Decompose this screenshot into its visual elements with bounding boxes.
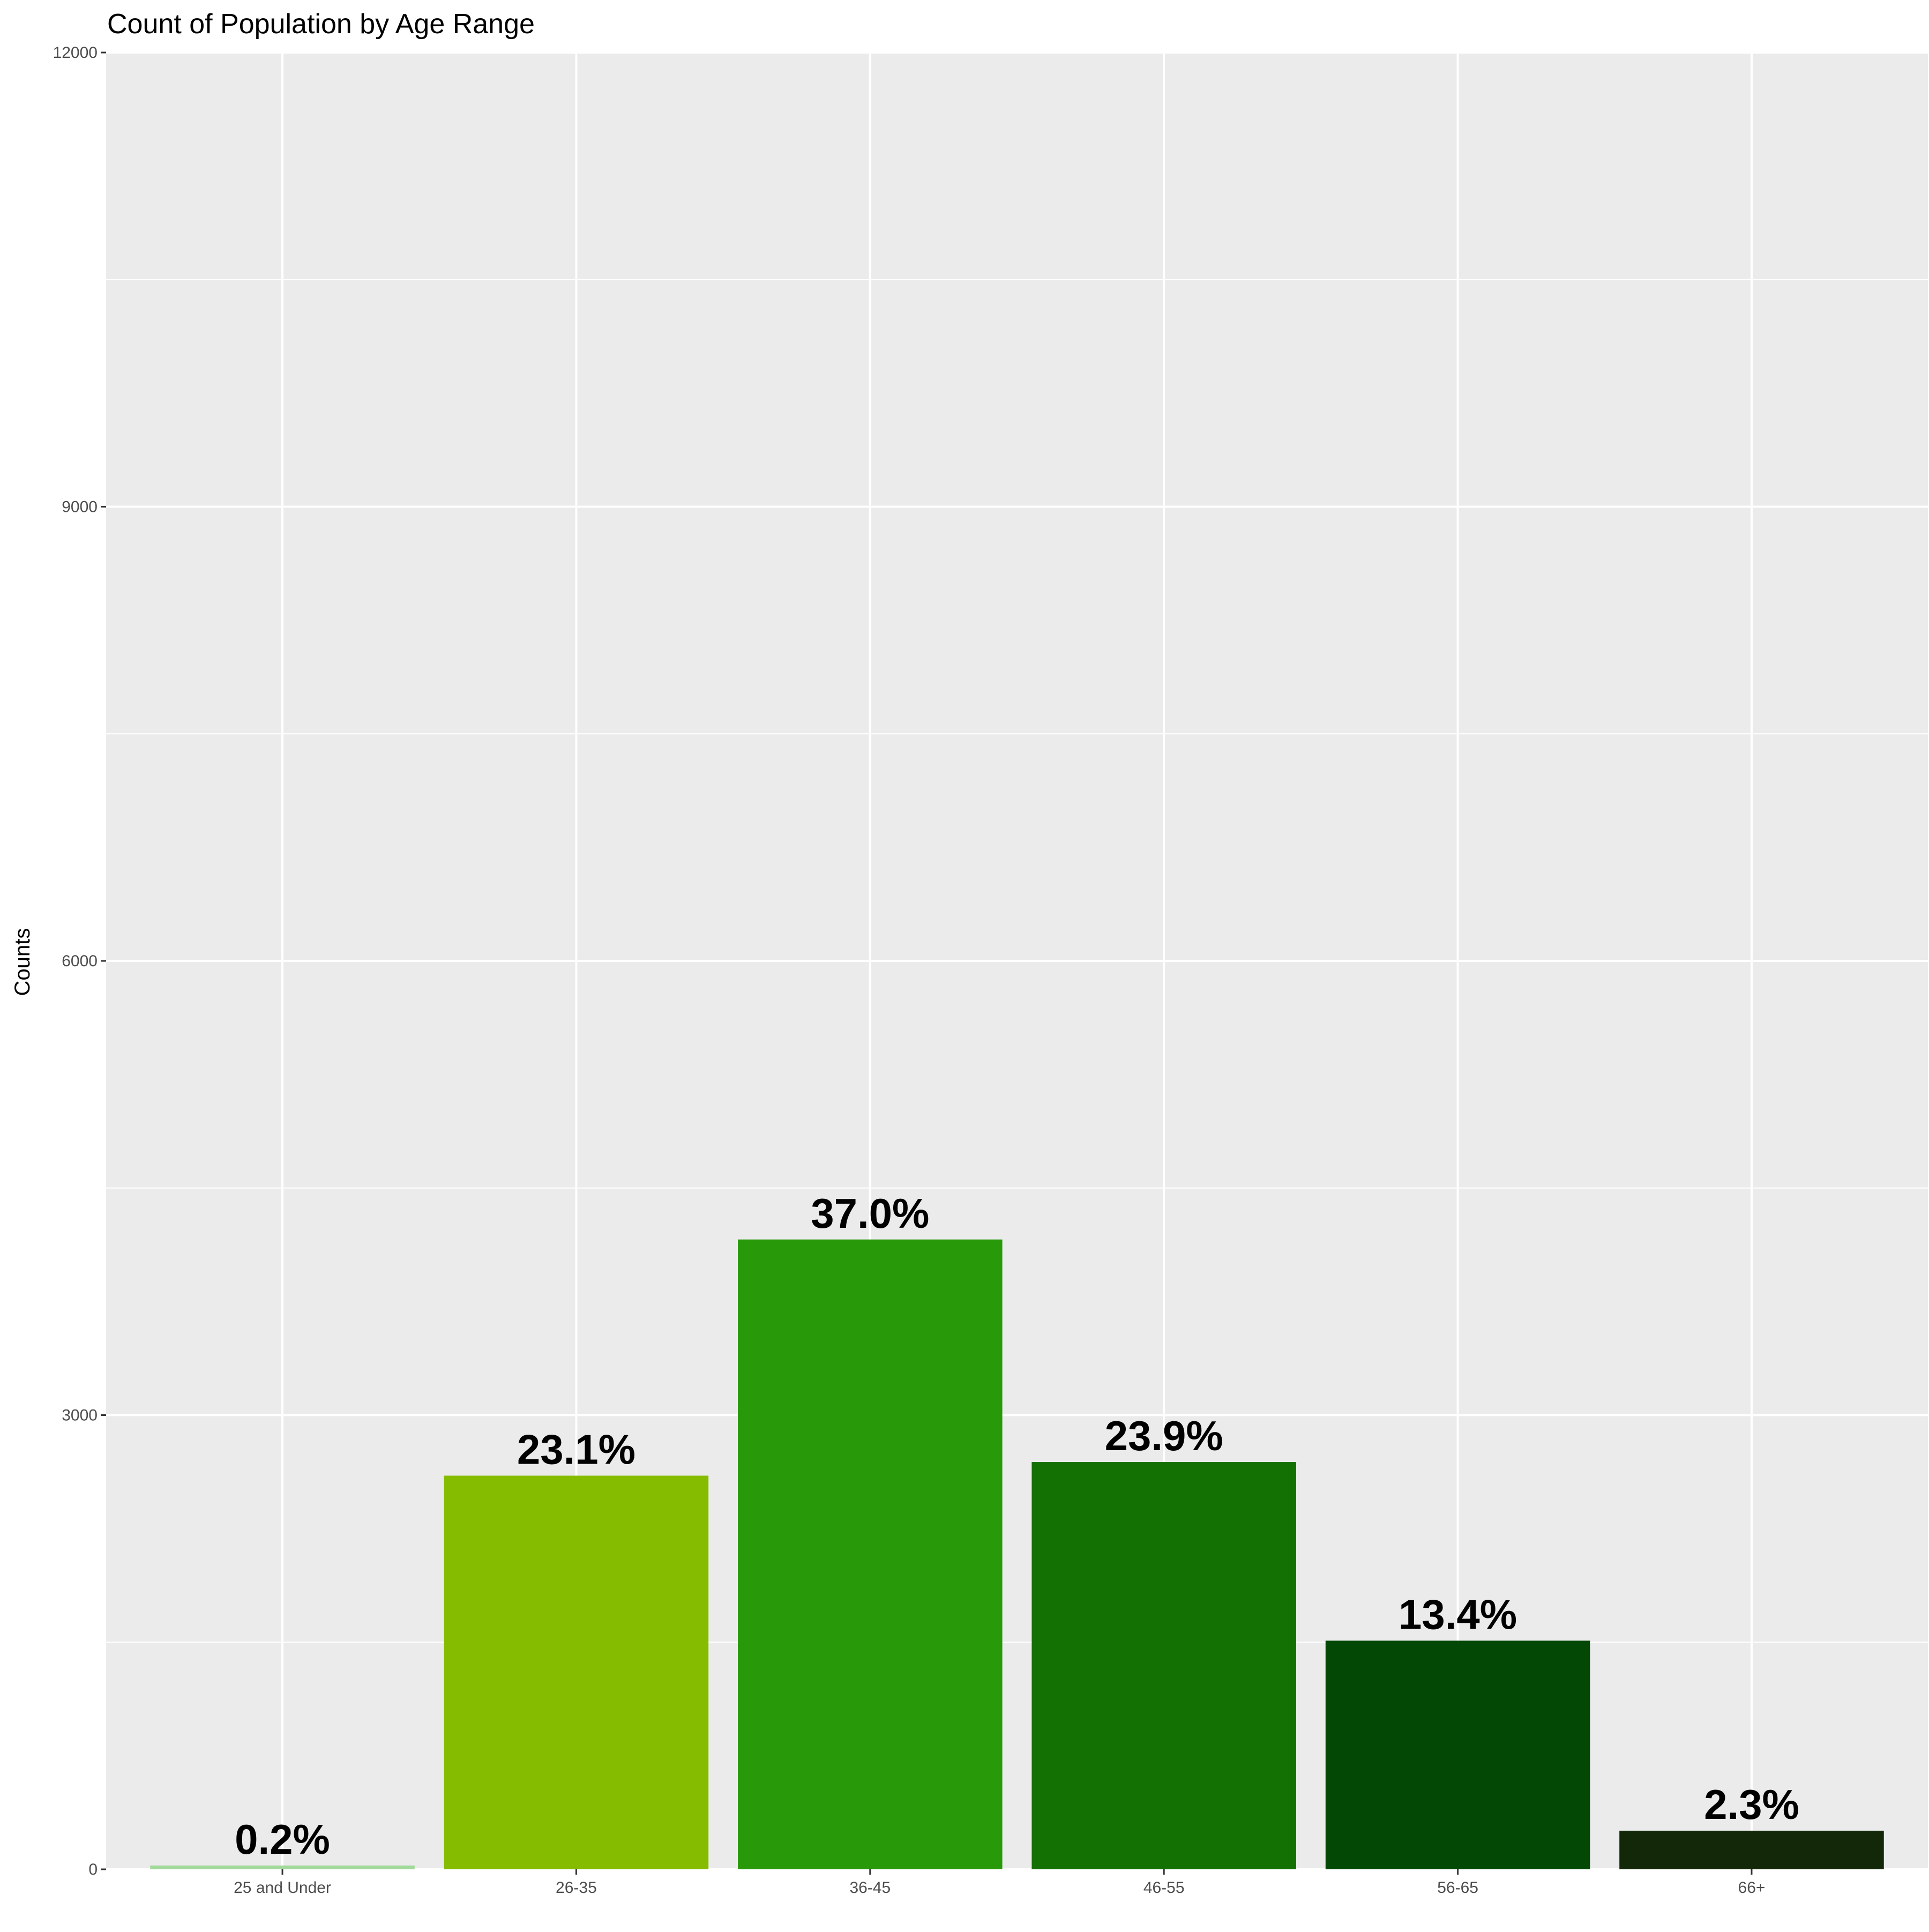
bar-66- — [1619, 1830, 1884, 1869]
x-tick-label: 36-45 — [849, 1879, 891, 1897]
x-tick-label: 26-35 — [556, 1879, 597, 1897]
y-axis-label: Counts — [11, 928, 34, 996]
bars — [150, 1239, 1884, 1869]
bar-56-65 — [1325, 1640, 1590, 1869]
data-labels: 0.2% 23.1% 37.0% 23.9% 13.4% 2.3% — [235, 1190, 1799, 1863]
x-tick-label: 25 and Under — [234, 1879, 331, 1897]
x-tick-label: 46-55 — [1143, 1879, 1185, 1897]
bar-46-55 — [1031, 1462, 1296, 1869]
y-tick-label: 0 — [88, 1861, 98, 1878]
chart-title: Count of Population by Age Range — [107, 9, 535, 40]
bar-36-45 — [738, 1239, 1003, 1869]
data-label: 2.3% — [1704, 1781, 1799, 1828]
data-label: 37.0% — [811, 1190, 929, 1237]
data-label: 13.4% — [1399, 1591, 1517, 1638]
y-tick-label: 9000 — [62, 498, 98, 516]
x-tick-label: 56-65 — [1437, 1879, 1478, 1897]
data-label: 0.2% — [235, 1816, 330, 1863]
data-label: 23.1% — [517, 1426, 635, 1473]
x-tick-label: 66+ — [1738, 1879, 1766, 1897]
data-label: 23.9% — [1105, 1412, 1223, 1459]
y-tick-label: 6000 — [62, 952, 98, 970]
axes: 0 3000 6000 9000 12000 25 and Under 26-35 36-45… — [53, 44, 1766, 1897]
y-tick-label: 3000 — [62, 1407, 98, 1424]
bar-25-and-under — [150, 1865, 415, 1869]
y-tick-label: 12000 — [53, 44, 98, 62]
bar-26-35 — [444, 1475, 709, 1869]
